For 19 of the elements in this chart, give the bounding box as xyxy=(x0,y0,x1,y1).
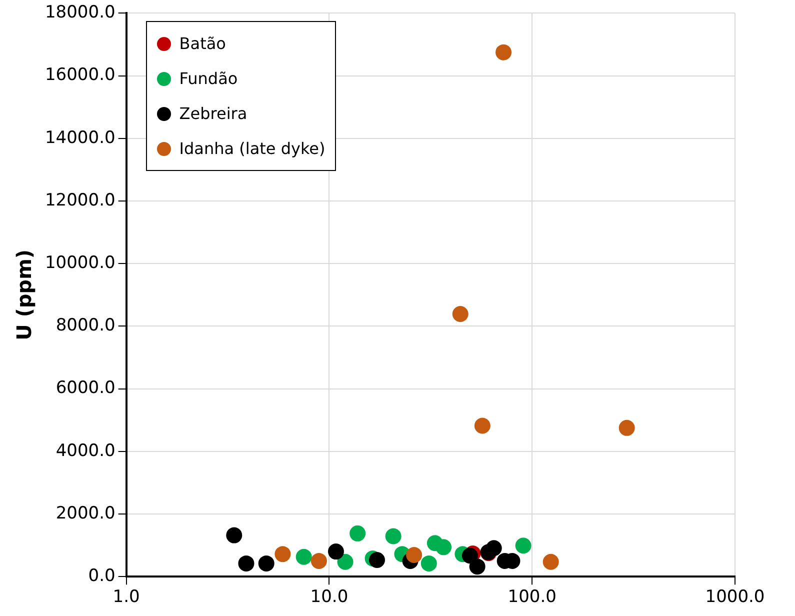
y-tick-label: 2000.0 xyxy=(56,503,116,524)
x-tick-label: 1.0 xyxy=(112,587,140,608)
x-tick-label: 100.0 xyxy=(508,587,556,608)
x-tick-label: 10.0 xyxy=(310,587,348,608)
legend-label: Fundão xyxy=(179,69,238,88)
y-tick-label: 6000.0 xyxy=(56,378,116,398)
y-tick-label: 4000.0 xyxy=(56,440,116,461)
y-axis-title: U (ppm) xyxy=(12,249,36,340)
legend-label: Idanha (late dyke) xyxy=(179,139,326,158)
y-tick-label: 0.0 xyxy=(88,566,116,586)
y-tick-label: 10000.0 xyxy=(44,253,116,274)
y-tick-label: 14000.0 xyxy=(44,128,116,148)
y-tick-label: 18000.0 xyxy=(44,2,116,23)
y-tick-label: 16000.0 xyxy=(44,65,116,86)
legend-label: Zebreira xyxy=(179,104,248,124)
y-tick-label: 12000.0 xyxy=(44,190,116,210)
legend-label: Batão xyxy=(179,34,226,54)
x-tick-label: 1000.0 xyxy=(705,587,765,608)
y-tick-label: 8000.0 xyxy=(56,316,116,336)
